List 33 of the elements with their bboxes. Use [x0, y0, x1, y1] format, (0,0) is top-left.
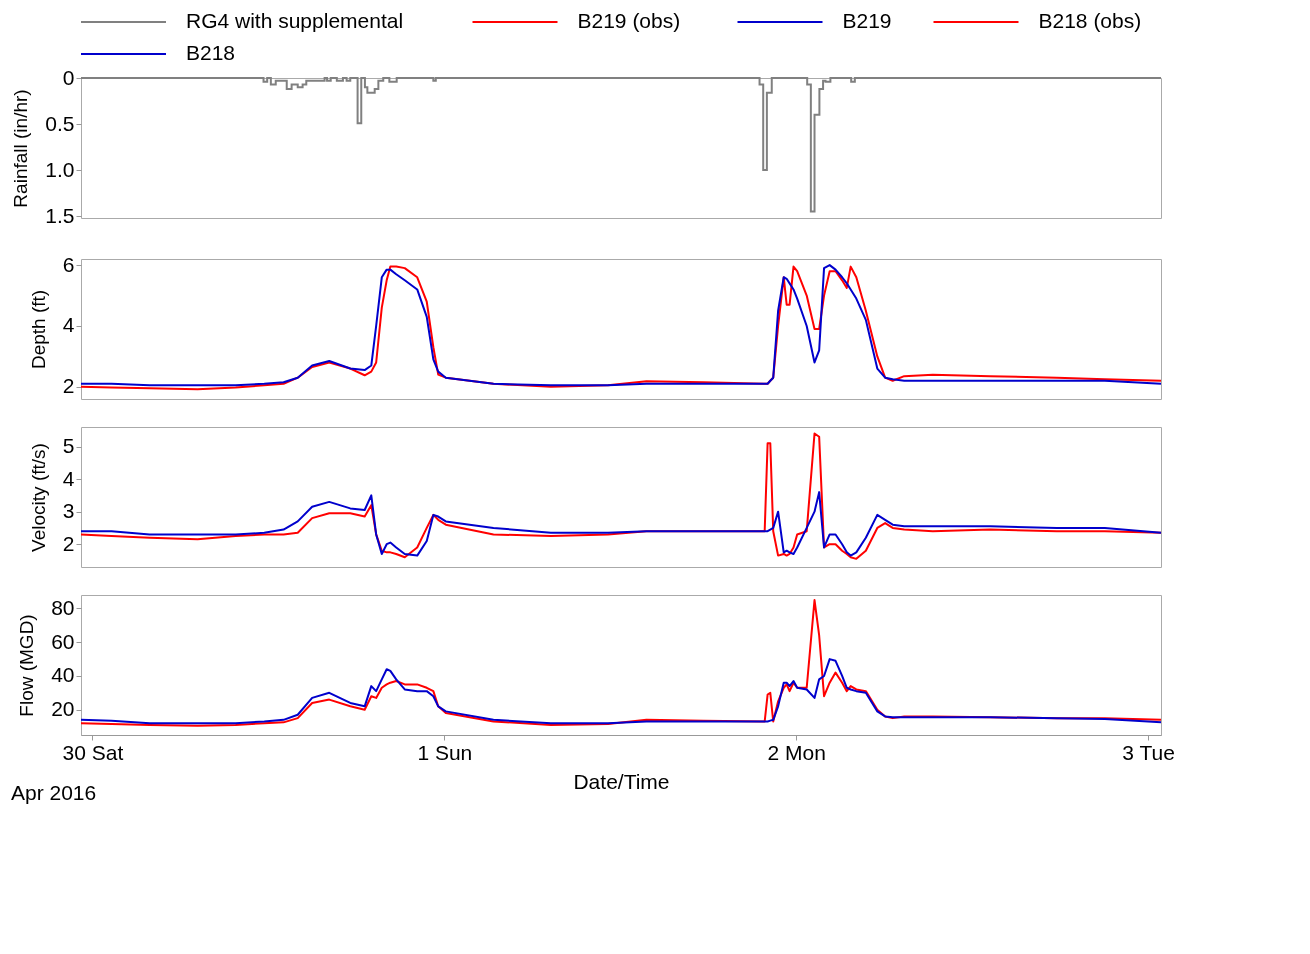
y-tick-label: 2 [62, 374, 75, 398]
y-tick-label: 6 [62, 252, 75, 276]
y-tick-label: 20 [51, 697, 75, 721]
text: B219 (obs) [577, 9, 681, 32]
line-series [80, 491, 1162, 557]
line-series [80, 658, 1162, 725]
y-tick-label: 0.5 [45, 111, 75, 135]
x-tick-label: 1 Sun [417, 740, 473, 764]
y-tick-label: 60 [51, 629, 75, 653]
y-tick-label: 1.0 [45, 157, 75, 181]
text: B218 (obs) [1038, 9, 1142, 32]
x-tick-label: 2 Mon [767, 740, 826, 764]
line-series [80, 599, 1162, 727]
x-axis-title: Date/Time [573, 769, 670, 793]
y-axis-title: Depth (ft) [27, 289, 49, 370]
y-tick-label: 0 [62, 65, 75, 89]
y-axis-title: Rainfall (in/hr) [10, 89, 32, 208]
y-axis-title: Velocity (ft/s) [27, 443, 49, 552]
x-tick-label: 30 Sat [62, 740, 124, 764]
text: B219 [842, 9, 892, 32]
y-tick-label: 80 [51, 595, 75, 619]
y-tick-label: 5 [62, 434, 75, 458]
x-tick-label: 3 Tue [1122, 740, 1175, 764]
y-tick-label: 40 [51, 663, 75, 687]
text: Apr 2016 [11, 781, 97, 804]
y-tick-label: 2 [62, 531, 75, 555]
y-tick-label: 4 [62, 466, 75, 490]
y-tick-label: 4 [62, 313, 75, 337]
y-axis-title: Flow (MGD) [16, 614, 38, 717]
text: B218 [186, 41, 236, 64]
y-tick-label: 1.5 [45, 203, 75, 227]
legend-label: RG4 with supplemental [186, 9, 404, 32]
y-tick-label: 3 [62, 499, 75, 523]
